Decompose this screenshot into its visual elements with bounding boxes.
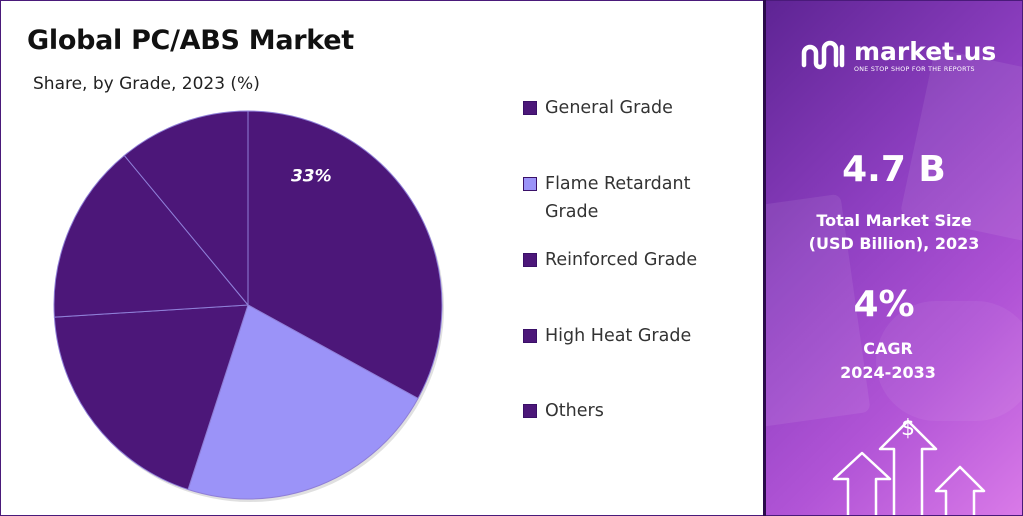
brand-logo-block: market.us ONE STOP SHOP FOR THE REPORTS: [800, 39, 996, 73]
summary-sidebar: market.us ONE STOP SHOP FOR THE REPORTS …: [766, 1, 1022, 515]
pie-slice-reinforced-grade: [53, 304, 249, 491]
legend-item-general-grade: General Grade: [523, 94, 743, 122]
legend-swatch: [523, 101, 537, 115]
background-decoration: [876, 301, 1022, 421]
chart-title: Global PC/ABS Market: [27, 25, 354, 56]
legend-item-high-heat-grade: High Heat Grade: [523, 322, 743, 350]
legend-swatch: [523, 177, 537, 191]
legend-item-others: Others: [523, 397, 743, 425]
pie-data-label: 33%: [291, 166, 332, 186]
pie-chart: 33%: [53, 110, 444, 502]
legend-item-reinforced-grade: Reinforced Grade: [523, 246, 743, 274]
legend-label: Others: [545, 401, 604, 421]
legend-swatch: [523, 253, 537, 267]
legend-label: Reinforced Grade: [545, 250, 698, 270]
pie-slice-high-heat-grade: [53, 154, 250, 318]
pie-slice-general-grade: [247, 110, 443, 400]
dollar-sign: $: [901, 416, 915, 441]
market-size-label-line1: Total Market Size: [816, 211, 972, 230]
panel-divider: [763, 0, 766, 516]
legend-swatch: [523, 404, 537, 418]
market-size-label-line2: (USD Billion), 2023: [808, 234, 980, 253]
legend-swatch: [523, 329, 537, 343]
brand-name: market.us: [854, 37, 997, 66]
brand-tagline: ONE STOP SHOP FOR THE REPORTS: [854, 66, 975, 73]
market-us-logo-icon: [801, 40, 845, 70]
cagr-label-line1: CAGR: [863, 339, 913, 358]
market-size-value: 4.7 B: [842, 149, 946, 190]
pie-slice-others: [123, 110, 249, 307]
pie-slice-flame-retardant-grade: [187, 304, 419, 500]
legend-label: General Grade: [545, 98, 673, 118]
chart-panel: Global PC/ABS Market Share, by Grade, 20…: [1, 1, 764, 515]
legend-label: High Heat Grade: [545, 326, 692, 346]
cagr-value: 4%: [853, 284, 915, 325]
chart-subtitle: Share, by Grade, 2023 (%): [33, 74, 260, 94]
growth-arrows-icon: $: [832, 416, 986, 515]
cagr-label-line2: 2024-2033: [840, 363, 936, 382]
legend-item-flame-retardant-grade: Flame Retardant Grade: [523, 170, 723, 226]
legend-label: Flame Retardant Grade: [545, 174, 691, 222]
